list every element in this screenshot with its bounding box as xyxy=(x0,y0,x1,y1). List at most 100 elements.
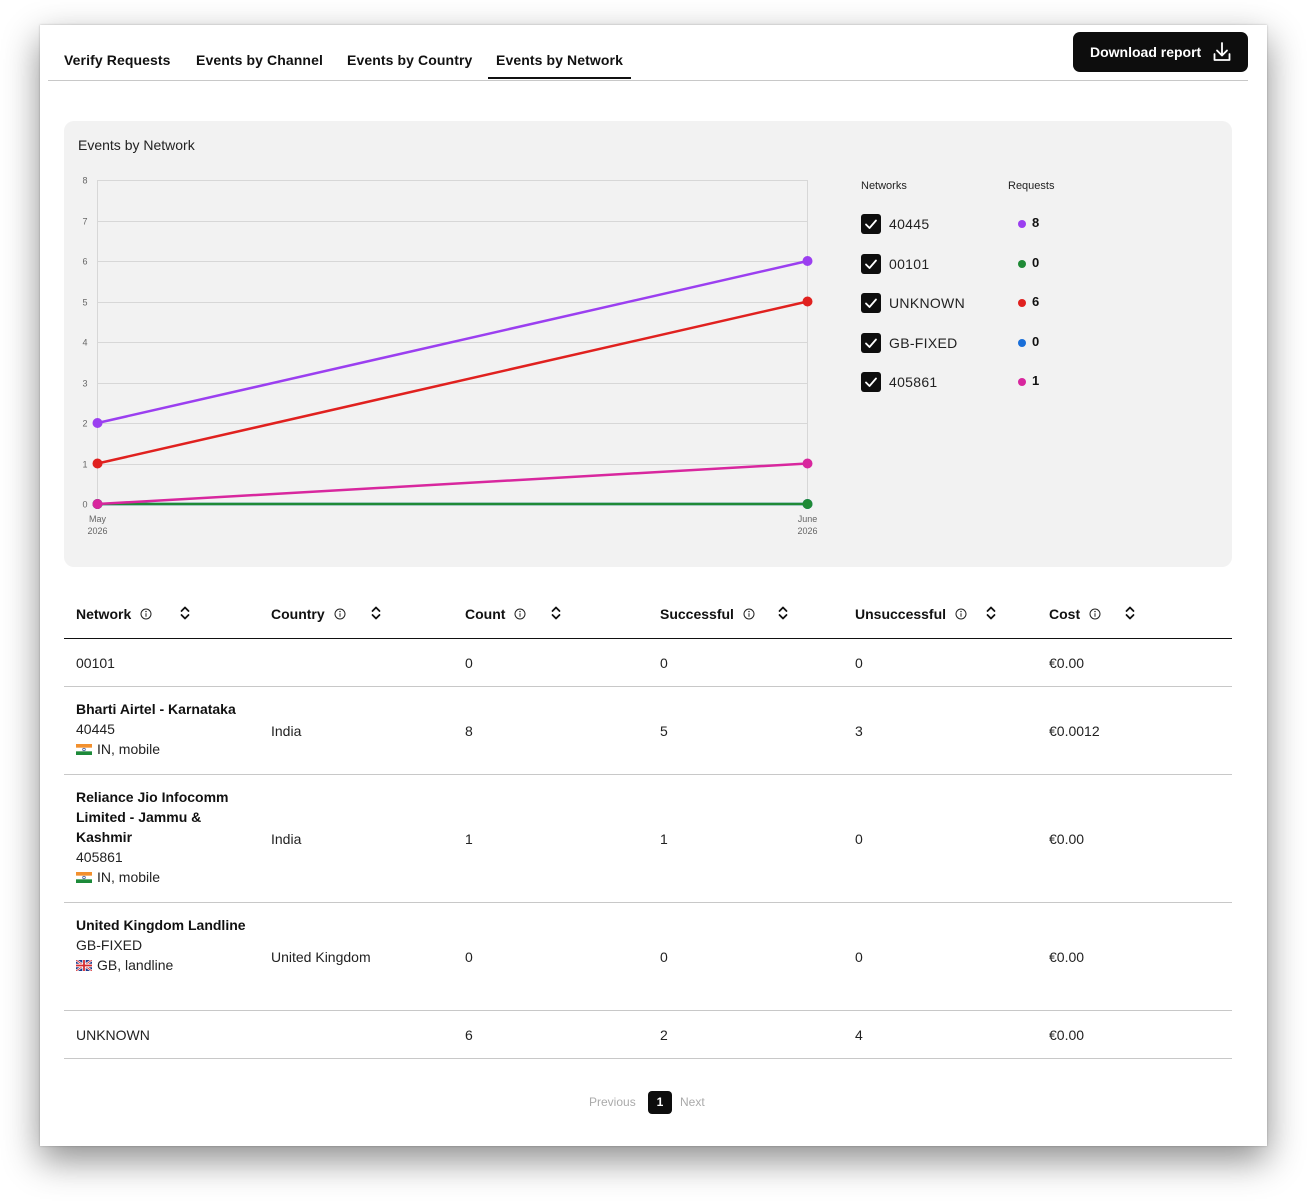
info-icon[interactable] xyxy=(1089,608,1101,620)
count-cell: 1 xyxy=(465,831,473,847)
tab-events-by-network[interactable]: Events by Network xyxy=(488,52,631,79)
legend-color-dot xyxy=(1018,259,1026,268)
network-cell: Bharti Airtel - Karnataka 40445 IN, mobile xyxy=(76,699,256,759)
table-row[interactable]: United Kingdom Landline GB-FIXED GB, landl… xyxy=(64,903,1232,1011)
table-row[interactable]: Bharti Airtel - Karnataka 40445 IN, mobile… xyxy=(64,687,1232,775)
app-window: Verify Requests Events by Channel Events… xyxy=(40,25,1267,1146)
network-meta-text: IN, mobile xyxy=(97,869,161,885)
info-icon[interactable] xyxy=(334,608,346,620)
tab-events-by-channel[interactable]: Events by Channel xyxy=(196,52,323,68)
checkmark-icon xyxy=(865,219,877,229)
sort-icon[interactable] xyxy=(777,605,789,621)
unsuccessful-cell: 4 xyxy=(855,1027,863,1043)
legend-checkbox[interactable] xyxy=(861,214,881,234)
table-row[interactable]: 00101 0 0 0 €0.00 xyxy=(64,639,1232,687)
unsuccessful-cell: 0 xyxy=(855,831,863,847)
data-point-unknown xyxy=(802,296,813,307)
download-report-button[interactable]: Download report xyxy=(1073,32,1248,72)
table-row[interactable]: Reliance Jio Infocomm Limited - Jammu & … xyxy=(64,775,1232,903)
sort-icon[interactable] xyxy=(550,605,562,621)
table-row[interactable]: UNKNOWN 6 2 4 €0.00 xyxy=(64,1011,1232,1059)
next-page-button[interactable]: Next xyxy=(680,1095,705,1109)
sort-icon[interactable] xyxy=(1124,605,1136,621)
networks-table: Network Country Count Successful Unsuccessfu… xyxy=(64,587,1232,1059)
network-meta: IN, mobile xyxy=(76,739,256,759)
network-cell: UNKNOWN xyxy=(76,1025,256,1045)
tab-events-by-country[interactable]: Events by Country xyxy=(347,52,473,68)
line-chart: 0 1 2 3 4 5 6 7 8 May 2026 June 2026 xyxy=(82,176,817,537)
download-icon xyxy=(1213,42,1231,61)
network-name: United Kingdom Landline xyxy=(76,917,246,933)
column-header-label: Country xyxy=(271,606,325,622)
column-header-count[interactable]: Count xyxy=(465,606,561,622)
legend-checkbox[interactable] xyxy=(861,332,881,353)
y-tick-label: 6 xyxy=(82,257,87,267)
series-line-40445 xyxy=(97,259,808,425)
column-header-successful[interactable]: Successful xyxy=(660,606,788,622)
series-line-405861 xyxy=(97,462,808,506)
cost-cell: €0.0012 xyxy=(1049,723,1100,739)
legend-item: GB-FIXED 0 xyxy=(861,332,1091,353)
column-header-unsuccessful[interactable]: Unsuccessful xyxy=(855,606,996,622)
checkmark-icon xyxy=(865,377,877,388)
y-tick-label: 0 xyxy=(82,500,87,510)
unsuccessful-cell: 3 xyxy=(855,723,863,739)
count-cell: 8 xyxy=(465,723,473,739)
table-header: Network Country Count Successful Unsuccessfu… xyxy=(64,587,1232,639)
legend-request-count: 0 xyxy=(1032,254,1040,270)
network-name: Reliance Jio Infocomm Limited - Jammu & … xyxy=(76,789,229,845)
column-header-label: Successful xyxy=(660,606,734,622)
network-code: 00101 xyxy=(76,655,115,671)
cost-cell: €0.00 xyxy=(1049,1027,1085,1043)
legend-request-count: 1 xyxy=(1032,373,1040,389)
successful-cell: 0 xyxy=(660,655,668,671)
legend-request-count: 8 xyxy=(1032,215,1040,230)
count-cell: 0 xyxy=(465,949,473,965)
unsuccessful-cell: 0 xyxy=(855,949,863,965)
legend-network-name: UNKNOWN xyxy=(889,295,965,312)
india-flag-icon xyxy=(76,744,92,755)
column-header-network[interactable]: Network xyxy=(76,606,190,622)
legend-header-requests: Requests xyxy=(1008,180,1055,192)
sort-icon[interactable] xyxy=(179,605,191,621)
network-cell: United Kingdom Landline GB-FIXED GB, landl… xyxy=(76,915,256,975)
legend-item: 00101 0 xyxy=(861,253,1091,274)
country-cell: United Kingdom xyxy=(271,949,371,965)
y-tick-label: 7 xyxy=(82,217,87,227)
india-flag-icon xyxy=(76,872,92,883)
legend-checkbox[interactable] xyxy=(861,253,881,274)
info-icon[interactable] xyxy=(955,608,967,620)
unsuccessful-cell: 0 xyxy=(855,655,863,671)
y-tick-label: 2 xyxy=(82,419,87,429)
successful-cell: 5 xyxy=(660,723,668,739)
info-icon[interactable] xyxy=(743,608,755,620)
legend-item: 40445 8 xyxy=(861,214,1091,234)
network-code: GB-FIXED xyxy=(76,937,143,953)
info-icon[interactable] xyxy=(514,608,526,620)
legend-network-name: 405861 xyxy=(889,374,938,391)
y-tick-label: 4 xyxy=(82,338,87,348)
previous-page-button[interactable]: Previous xyxy=(589,1095,636,1109)
page-1-button[interactable]: 1 xyxy=(648,1091,672,1114)
cost-cell: €0.00 xyxy=(1049,831,1085,847)
legend-checkbox[interactable] xyxy=(861,293,881,314)
count-cell: 0 xyxy=(465,655,473,671)
legend-request-count: 0 xyxy=(1032,333,1040,349)
y-tick-label: 8 xyxy=(82,176,87,186)
country-cell: India xyxy=(271,723,302,739)
legend-color-dot xyxy=(1018,299,1026,308)
column-header-cost[interactable]: Cost xyxy=(1049,606,1135,622)
chart-card: Events by Network 0 1 2 3 4 5 6 7 8 May 2026 June 20… xyxy=(64,121,1232,567)
successful-cell: 1 xyxy=(660,831,668,847)
sort-icon[interactable] xyxy=(370,605,382,621)
tab-verify-requests[interactable]: Verify Requests xyxy=(64,52,171,68)
legend-color-dot xyxy=(1018,338,1026,347)
sort-icon[interactable] xyxy=(985,605,997,621)
checkmark-icon xyxy=(865,259,877,269)
column-header-label: Cost xyxy=(1049,606,1081,622)
download-report-label: Download report xyxy=(1090,44,1202,60)
cost-cell: €0.00 xyxy=(1049,949,1085,965)
column-header-country[interactable]: Country xyxy=(271,606,381,622)
legend-checkbox[interactable] xyxy=(861,372,881,393)
info-icon[interactable] xyxy=(140,608,152,620)
